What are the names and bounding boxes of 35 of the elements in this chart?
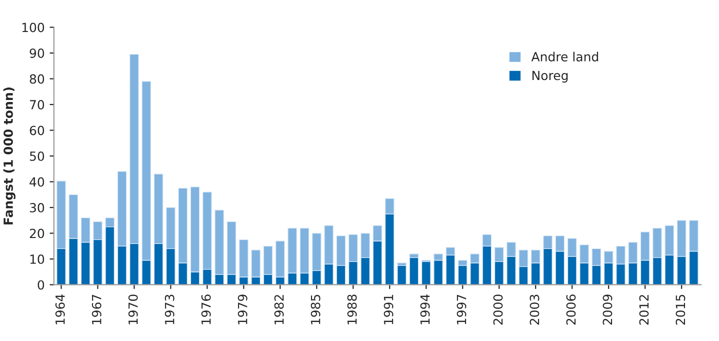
y-tick-label: 0 (38, 280, 44, 290)
y-tick-label: 20 (30, 228, 44, 238)
x-tick-label: 1979 (238, 294, 248, 324)
y-tick-label: 50 (30, 151, 44, 161)
x-tick-label: 1997 (456, 294, 466, 324)
y-tick-label: 100 (22, 22, 44, 32)
legend-label: Andre land (531, 52, 598, 62)
y-tick-label: 70 (30, 100, 44, 110)
y-axis-title: Fangst (1 000 tonn) (3, 88, 16, 224)
legend-label: Noreg (532, 70, 568, 83)
x-tick-label: 1994 (420, 294, 430, 324)
x-tick-label: 1970 (128, 294, 138, 324)
y-tick-label: 60 (30, 126, 44, 136)
x-tick-label: 2009 (602, 294, 612, 325)
x-tick-label: 2000 (493, 294, 503, 325)
y-tick-label: 80 (30, 74, 44, 84)
y-tick-label: 90 (30, 48, 44, 58)
x-tick-label: 1982 (274, 295, 284, 324)
bar (397, 265, 407, 285)
x-tick-label: 1973 (164, 294, 174, 324)
x-tick-label: 1988 (347, 294, 357, 324)
bar (421, 261, 431, 285)
y-tick-label: 10 (30, 254, 44, 264)
x-tick-label: 2006 (566, 294, 576, 325)
x-tick-label: 1967 (92, 294, 102, 324)
x-tick-label: 2003 (530, 294, 540, 325)
x-tick-label: 2012 (639, 295, 649, 325)
x-tick-label: 2015 (676, 294, 686, 325)
y-tick-label: 30 (30, 202, 44, 212)
x-tick-label: 1964 (55, 294, 65, 324)
y-tick-label: 40 (30, 177, 44, 187)
x-tick-label: 1985 (310, 294, 320, 324)
bar (409, 257, 419, 285)
x-tick-label: 1976 (201, 294, 211, 324)
x-tick-label: 1991 (384, 294, 394, 324)
